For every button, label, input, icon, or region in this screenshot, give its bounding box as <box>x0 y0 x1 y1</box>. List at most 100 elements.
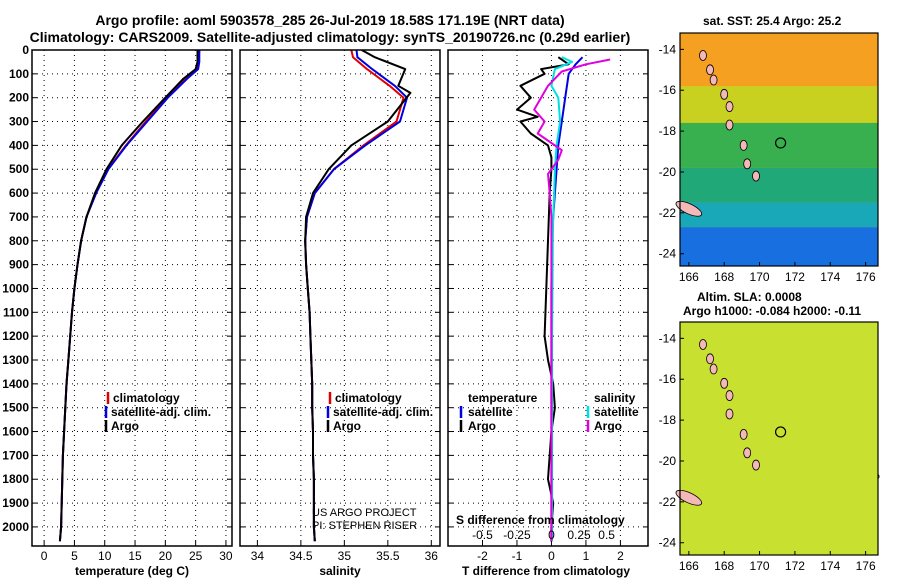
series-line-argo <box>304 50 412 542</box>
map-band <box>680 227 878 266</box>
map-y-tick-label: -22 <box>659 206 677 220</box>
difference-ticks: -2 -1 0 1 2 -0.5 -0.25 0 0.25 0.5 <box>448 49 648 563</box>
t-difference-xlabel: T difference from climatology <box>462 564 630 578</box>
map-band <box>680 86 878 123</box>
difference-legend-temperature: temperature satellite Argo <box>459 391 538 433</box>
figure-title-line1: Argo profile: aoml 5903578_285 26-Jul-20… <box>95 12 565 28</box>
sla-map: 166 168 170 172 174 176 -14 -16 -18 -20 -22 -24 <box>659 321 879 573</box>
series-line-climatology <box>304 50 405 542</box>
map-x-tick-label: 166 <box>679 270 699 284</box>
series-line-s-satellite <box>550 56 574 542</box>
map-x-tick-label: 168 <box>714 559 734 573</box>
y-tick-label: 1700 <box>2 448 29 462</box>
y-tick-label: 800 <box>9 234 29 248</box>
x-tick-label: 20 <box>159 549 173 563</box>
s-tick-label: -0.5 <box>472 528 493 542</box>
series-line-s-argo <box>533 58 611 542</box>
island-shape <box>699 339 707 350</box>
island-shape <box>699 50 707 61</box>
y-tick-label: 1200 <box>2 329 29 343</box>
diff-legend-s-sat-label: satellite <box>594 405 639 419</box>
sla-map-header-line2: Argo h1000: -0.084 h2000: -0.11 <box>683 304 862 318</box>
temperature-frame <box>31 49 233 547</box>
y-tick-label: 1500 <box>2 401 29 415</box>
legend-clim-label: climatology <box>113 391 180 405</box>
y-tick-label: 200 <box>9 91 29 105</box>
map-frame <box>679 321 879 556</box>
island-shape <box>725 390 734 401</box>
float-position-marker <box>774 426 787 438</box>
island-shape <box>743 447 752 459</box>
temperature-legend: climatology satellite-adj. clim. Argo <box>104 391 211 433</box>
s-difference-label: S difference from climatology <box>456 513 625 527</box>
series-line-satellite-adj-clim- <box>58 50 201 542</box>
sst-map: 166 168 170 172 174 176 -14 -16 -18 -20 -22 -24 <box>659 32 879 284</box>
map-y-tick-label: -18 <box>659 124 677 138</box>
salinity-ticks: 34 34.5 35 35.5 36 <box>240 49 440 563</box>
x-tick-label: 5 <box>71 549 78 563</box>
map-y-tick-label: -20 <box>659 454 677 468</box>
x-tick-label: 30 <box>219 549 233 563</box>
salinity-grid <box>240 49 440 546</box>
difference-panel: -2 -1 0 1 2 -0.5 -0.25 0 0.25 0.5 S difference fr… <box>447 49 649 578</box>
difference-lines <box>516 56 611 542</box>
temperature-panel: 0100200300400500600700800900100011001200… <box>2 43 233 578</box>
diff-legend-t-argo-label: Argo <box>468 419 496 433</box>
x-tick-label: -2 <box>477 549 488 563</box>
difference-frame <box>447 49 649 547</box>
island-shape <box>752 170 760 182</box>
map-x-tick-label: 176 <box>856 559 876 573</box>
x-tick-label: 0 <box>41 549 48 563</box>
map-band <box>680 202 878 228</box>
island-shape <box>743 158 752 170</box>
map-y-tick-label: -16 <box>659 83 677 97</box>
s-tick-label: -0.25 <box>503 528 531 542</box>
sal-legend-clim-label: climatology <box>335 391 402 405</box>
map-y-tick-label: -14 <box>659 42 677 56</box>
map-y-tick-label: -18 <box>659 413 677 427</box>
map-x-tick-label: 170 <box>750 270 770 284</box>
x-tick-label: 1 <box>583 549 590 563</box>
series-line-climatology <box>58 50 201 542</box>
map-x-tick-label: 174 <box>820 270 840 284</box>
difference-legend-salinity: salinity satellite Argo <box>586 391 639 433</box>
sst-map-header: sat. SST: 25.4 Argo: 25.2 <box>703 14 842 28</box>
x-tick-label: 34 <box>251 549 265 563</box>
legend-sat-label: satellite-adj. clim. <box>111 405 211 419</box>
diff-legend-t-sat-label: satellite <box>468 405 513 419</box>
salinity-frame <box>239 49 441 547</box>
island-shape <box>675 489 703 506</box>
s-tick-label: 0.5 <box>598 528 615 542</box>
series-line-satellite-adj-clim- <box>304 50 408 542</box>
y-tick-label: 500 <box>9 162 29 176</box>
map-y-tick-label: -24 <box>659 247 677 261</box>
y-tick-label: 300 <box>9 115 29 129</box>
y-tick-label: 1400 <box>2 377 29 391</box>
y-tick-label: 1000 <box>2 281 29 295</box>
x-tick-label: 35.5 <box>376 549 400 563</box>
project-line2: PI: STEPHEN RISER <box>312 520 417 532</box>
salinity-panel: 34 34.5 35 35.5 36 salinity climatology sate… <box>239 49 441 578</box>
island-shape <box>720 88 729 100</box>
island-shape <box>725 119 734 131</box>
island-shape <box>720 377 729 389</box>
y-tick-label: 2000 <box>2 520 29 534</box>
diff-legend-temperature-title: temperature <box>468 391 538 405</box>
island-shape <box>706 353 714 365</box>
float-position-marker <box>774 137 787 149</box>
y-tick-label: 400 <box>9 138 29 152</box>
y-tick-label: 1600 <box>2 425 29 439</box>
salinity-legend: climatology satellite-adj. clim. Argo <box>326 391 433 433</box>
map-y-tick-label: -16 <box>659 372 677 386</box>
salinity-xlabel: salinity <box>319 564 361 578</box>
x-tick-label: -1 <box>512 549 523 563</box>
x-tick-label: 25 <box>189 549 203 563</box>
s-tick-label: 0 <box>548 528 555 542</box>
map-y-tick-label: -22 <box>659 495 677 509</box>
sal-legend-argo-label: Argo <box>333 419 361 433</box>
sal-legend-sat-label: satellite-adj. clim. <box>333 405 433 419</box>
y-tick-label: 1800 <box>2 472 29 486</box>
diff-legend-salinity-title: salinity <box>594 391 636 405</box>
series-line-t-satellite <box>550 56 584 542</box>
